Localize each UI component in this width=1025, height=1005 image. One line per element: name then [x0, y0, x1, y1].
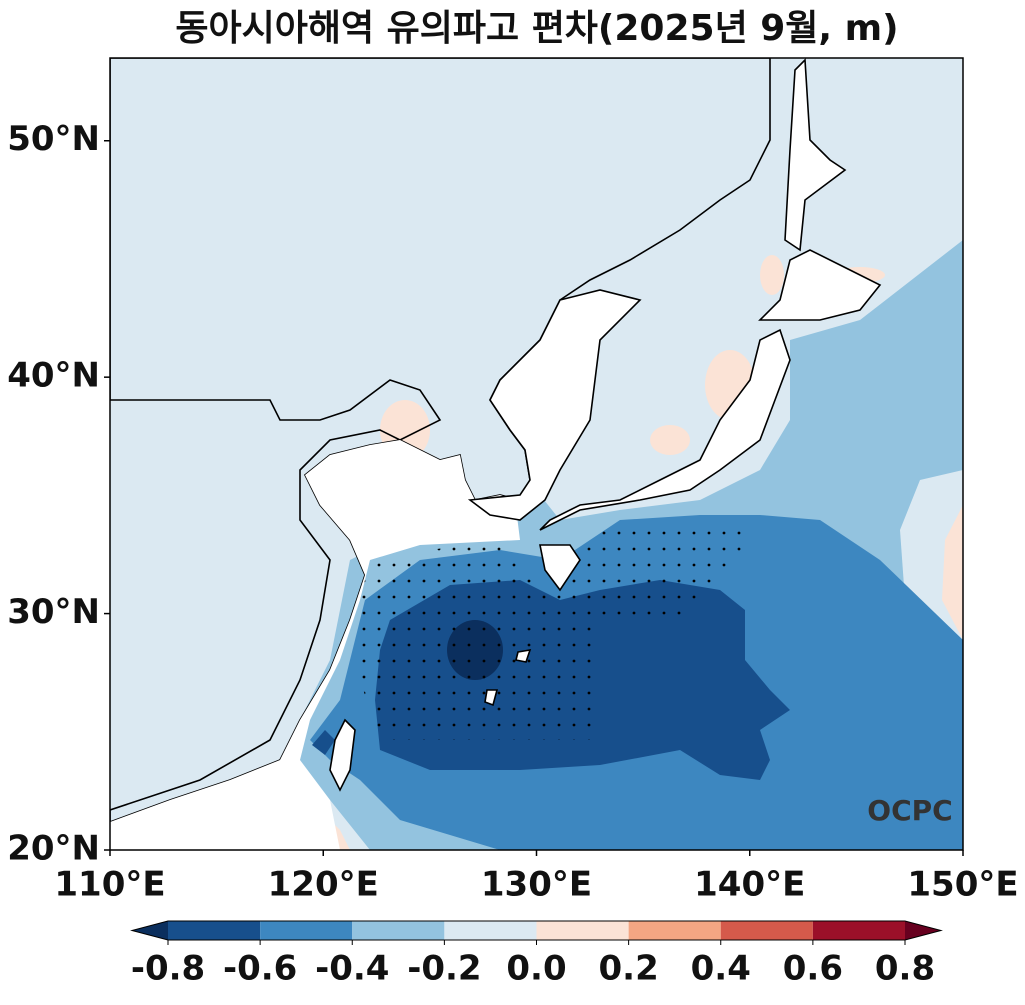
colorbar-tick-label: -0.6: [223, 949, 297, 989]
colorbar-tick-label: -0.2: [407, 949, 481, 989]
x-tick-label: 150°E: [907, 865, 1018, 905]
colorbar-tick-label: -0.8: [131, 949, 205, 989]
chart-title: 동아시아해역 유의파고 편차(2025년 9월, m): [175, 8, 898, 49]
colorbar-bin: [444, 921, 537, 940]
y-tick-label: 40°N: [7, 356, 100, 396]
colorbar-tick-label: 0.0: [506, 949, 566, 989]
x-tick-label: 140°E: [694, 865, 805, 905]
colorbar-extend-low: [132, 921, 168, 940]
y-tick-label: 20°N: [7, 829, 100, 869]
axes: 110°E 120°E 130°E 140°E 150°E 20°N 30°N 40°N 50°…: [7, 119, 1018, 904]
colorbar-tick-label: 0.2: [599, 949, 659, 989]
colorbar-bin: [720, 921, 813, 940]
colorbar-bin: [260, 921, 353, 940]
colorbar-tick-label: 0.8: [875, 949, 935, 989]
colorbar-tick-label: 0.6: [783, 949, 843, 989]
colorbar-tick-label: 0.4: [691, 949, 751, 989]
x-tick-label: 110°E: [54, 865, 165, 905]
colorbar: -0.8 -0.6 -0.4 -0.2 0.0 0.2 0.4 0.6 0.8: [130, 920, 943, 989]
y-tick-label: 50°N: [7, 119, 100, 159]
colorbar-bin: [812, 921, 905, 940]
x-tick-label: 120°E: [268, 865, 379, 905]
colorbar-tick-label: -0.4: [315, 949, 389, 989]
logo: OCPC: [867, 794, 952, 827]
y-tick-label: 30°N: [7, 592, 100, 632]
colorbar-bin: [168, 921, 261, 940]
map-field: OCPC: [110, 58, 963, 850]
colorbar-bin: [628, 921, 721, 940]
colorbar-bin: [352, 921, 445, 940]
x-tick-label: 130°E: [481, 865, 592, 905]
colorbar-bin: [536, 921, 629, 940]
colorbar-extend-high: [905, 921, 941, 940]
